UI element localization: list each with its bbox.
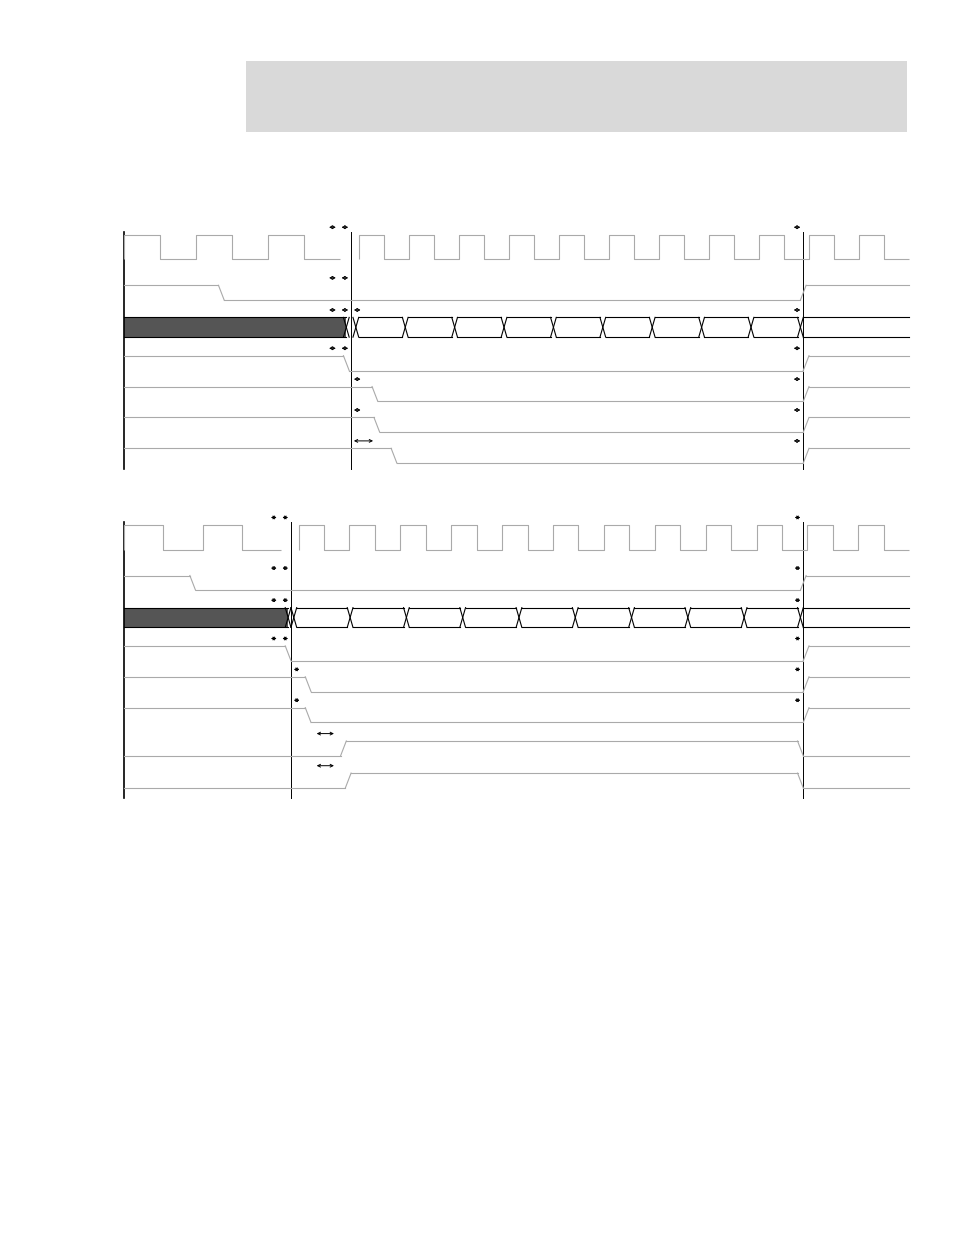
Polygon shape [124, 608, 288, 627]
Polygon shape [124, 317, 346, 337]
Bar [246, 61, 906, 132]
